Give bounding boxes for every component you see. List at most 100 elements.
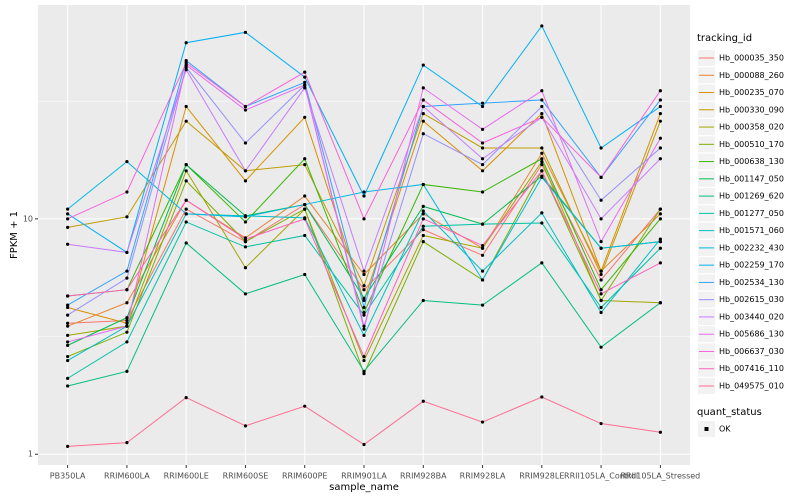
- data-point: [184, 119, 188, 123]
- data-point: [599, 421, 603, 426]
- x-tick-label: RRIM928LE: [519, 472, 564, 481]
- data-point: [303, 75, 307, 79]
- legend-label: Hb_000510_170: [719, 140, 784, 149]
- data-point: [658, 237, 662, 241]
- data-point: [480, 269, 485, 273]
- data-point: [66, 333, 70, 337]
- data-point: [362, 288, 366, 292]
- data-point: [184, 207, 188, 211]
- data-point: [362, 269, 366, 273]
- legend-label: Hb_001269_620: [719, 192, 784, 201]
- data-point: [184, 220, 188, 224]
- data-point: [540, 151, 544, 155]
- data-point: [184, 241, 188, 245]
- data-point: [421, 240, 425, 244]
- data-point: [362, 272, 366, 277]
- legend-label: OK: [719, 425, 731, 434]
- data-point: [303, 162, 307, 167]
- data-point: [243, 30, 248, 34]
- data-point: [599, 272, 603, 277]
- data-point: [540, 175, 544, 179]
- data-point: [658, 111, 662, 116]
- data-point: [125, 190, 129, 194]
- data-point: [243, 237, 248, 241]
- data-point: [421, 132, 425, 136]
- data-point: [480, 190, 485, 194]
- data-point: [362, 442, 366, 447]
- legend-label: Hb_003440_020: [719, 312, 784, 321]
- data-point: [658, 301, 662, 305]
- data-point: [66, 212, 70, 216]
- data-point: [658, 89, 662, 93]
- legend-label: Hb_001147_050: [719, 174, 784, 183]
- data-point: [540, 104, 544, 109]
- data-point: [658, 212, 662, 216]
- data-point: [66, 313, 70, 317]
- data-point: [303, 233, 307, 238]
- data-point: [421, 111, 425, 116]
- data-point: [421, 298, 425, 303]
- data-point: [66, 343, 70, 347]
- data-point: [184, 41, 188, 45]
- data-point: [184, 169, 188, 173]
- data-point: [540, 146, 544, 150]
- x-axis-title: sample_name: [329, 482, 399, 493]
- data-point: [243, 245, 248, 249]
- data-point: [658, 119, 662, 123]
- data-point: [243, 220, 248, 224]
- x-tick-label: RRII105LA_Control: [564, 472, 638, 481]
- x-tick-label: RRIM928BA: [400, 472, 447, 481]
- data-point: [421, 233, 425, 238]
- data-point: [184, 63, 188, 67]
- data-point: [599, 345, 603, 349]
- data-point: [599, 269, 603, 273]
- x-tick-label: RRIM928LA: [460, 472, 506, 481]
- data-point: [480, 101, 485, 105]
- data-point: [421, 217, 425, 221]
- data-point: [599, 146, 603, 150]
- y-tick-label: 10: [23, 214, 33, 223]
- data-point: [362, 324, 366, 328]
- data-point: [184, 396, 188, 400]
- data-point: [599, 298, 603, 303]
- data-point: [540, 115, 544, 119]
- data-point: [362, 313, 366, 317]
- data-point: [599, 246, 603, 250]
- data-point: [540, 261, 544, 265]
- data-point: [66, 340, 70, 344]
- y-tick-label: 1: [28, 450, 33, 459]
- data-point: [184, 179, 188, 183]
- data-point: [125, 160, 129, 164]
- data-point: [303, 70, 307, 74]
- data-point: [421, 98, 425, 102]
- x-tick-label: RRIM600LA: [104, 472, 150, 481]
- legend-label: Hb_049575_010: [719, 382, 784, 391]
- data-point: [480, 303, 485, 307]
- data-point: [599, 198, 603, 202]
- data-point: [480, 222, 485, 226]
- legend-label: Hb_000235_070: [719, 88, 784, 97]
- data-point: [658, 136, 662, 140]
- data-point: [125, 324, 129, 328]
- legend-title: tracking_id: [697, 33, 752, 44]
- data-point: [303, 86, 307, 90]
- data-point: [184, 198, 188, 202]
- data-point: [362, 217, 366, 221]
- data-point: [362, 310, 366, 315]
- data-point: [243, 292, 248, 296]
- legend-label: Hb_000035_350: [719, 54, 784, 63]
- data-point: [599, 278, 603, 282]
- data-point: [658, 104, 662, 109]
- data-point: [540, 157, 544, 161]
- data-point: [125, 318, 129, 323]
- data-point: [66, 358, 70, 363]
- data-point: [480, 253, 485, 257]
- data-point: [658, 240, 662, 244]
- legend-label: Hb_002232_430: [719, 243, 784, 252]
- x-tick-label: RRII105LA_Stressed: [620, 472, 700, 481]
- data-point: [599, 310, 603, 315]
- data-point: [540, 111, 544, 116]
- data-point: [421, 204, 425, 208]
- data-point: [362, 358, 366, 363]
